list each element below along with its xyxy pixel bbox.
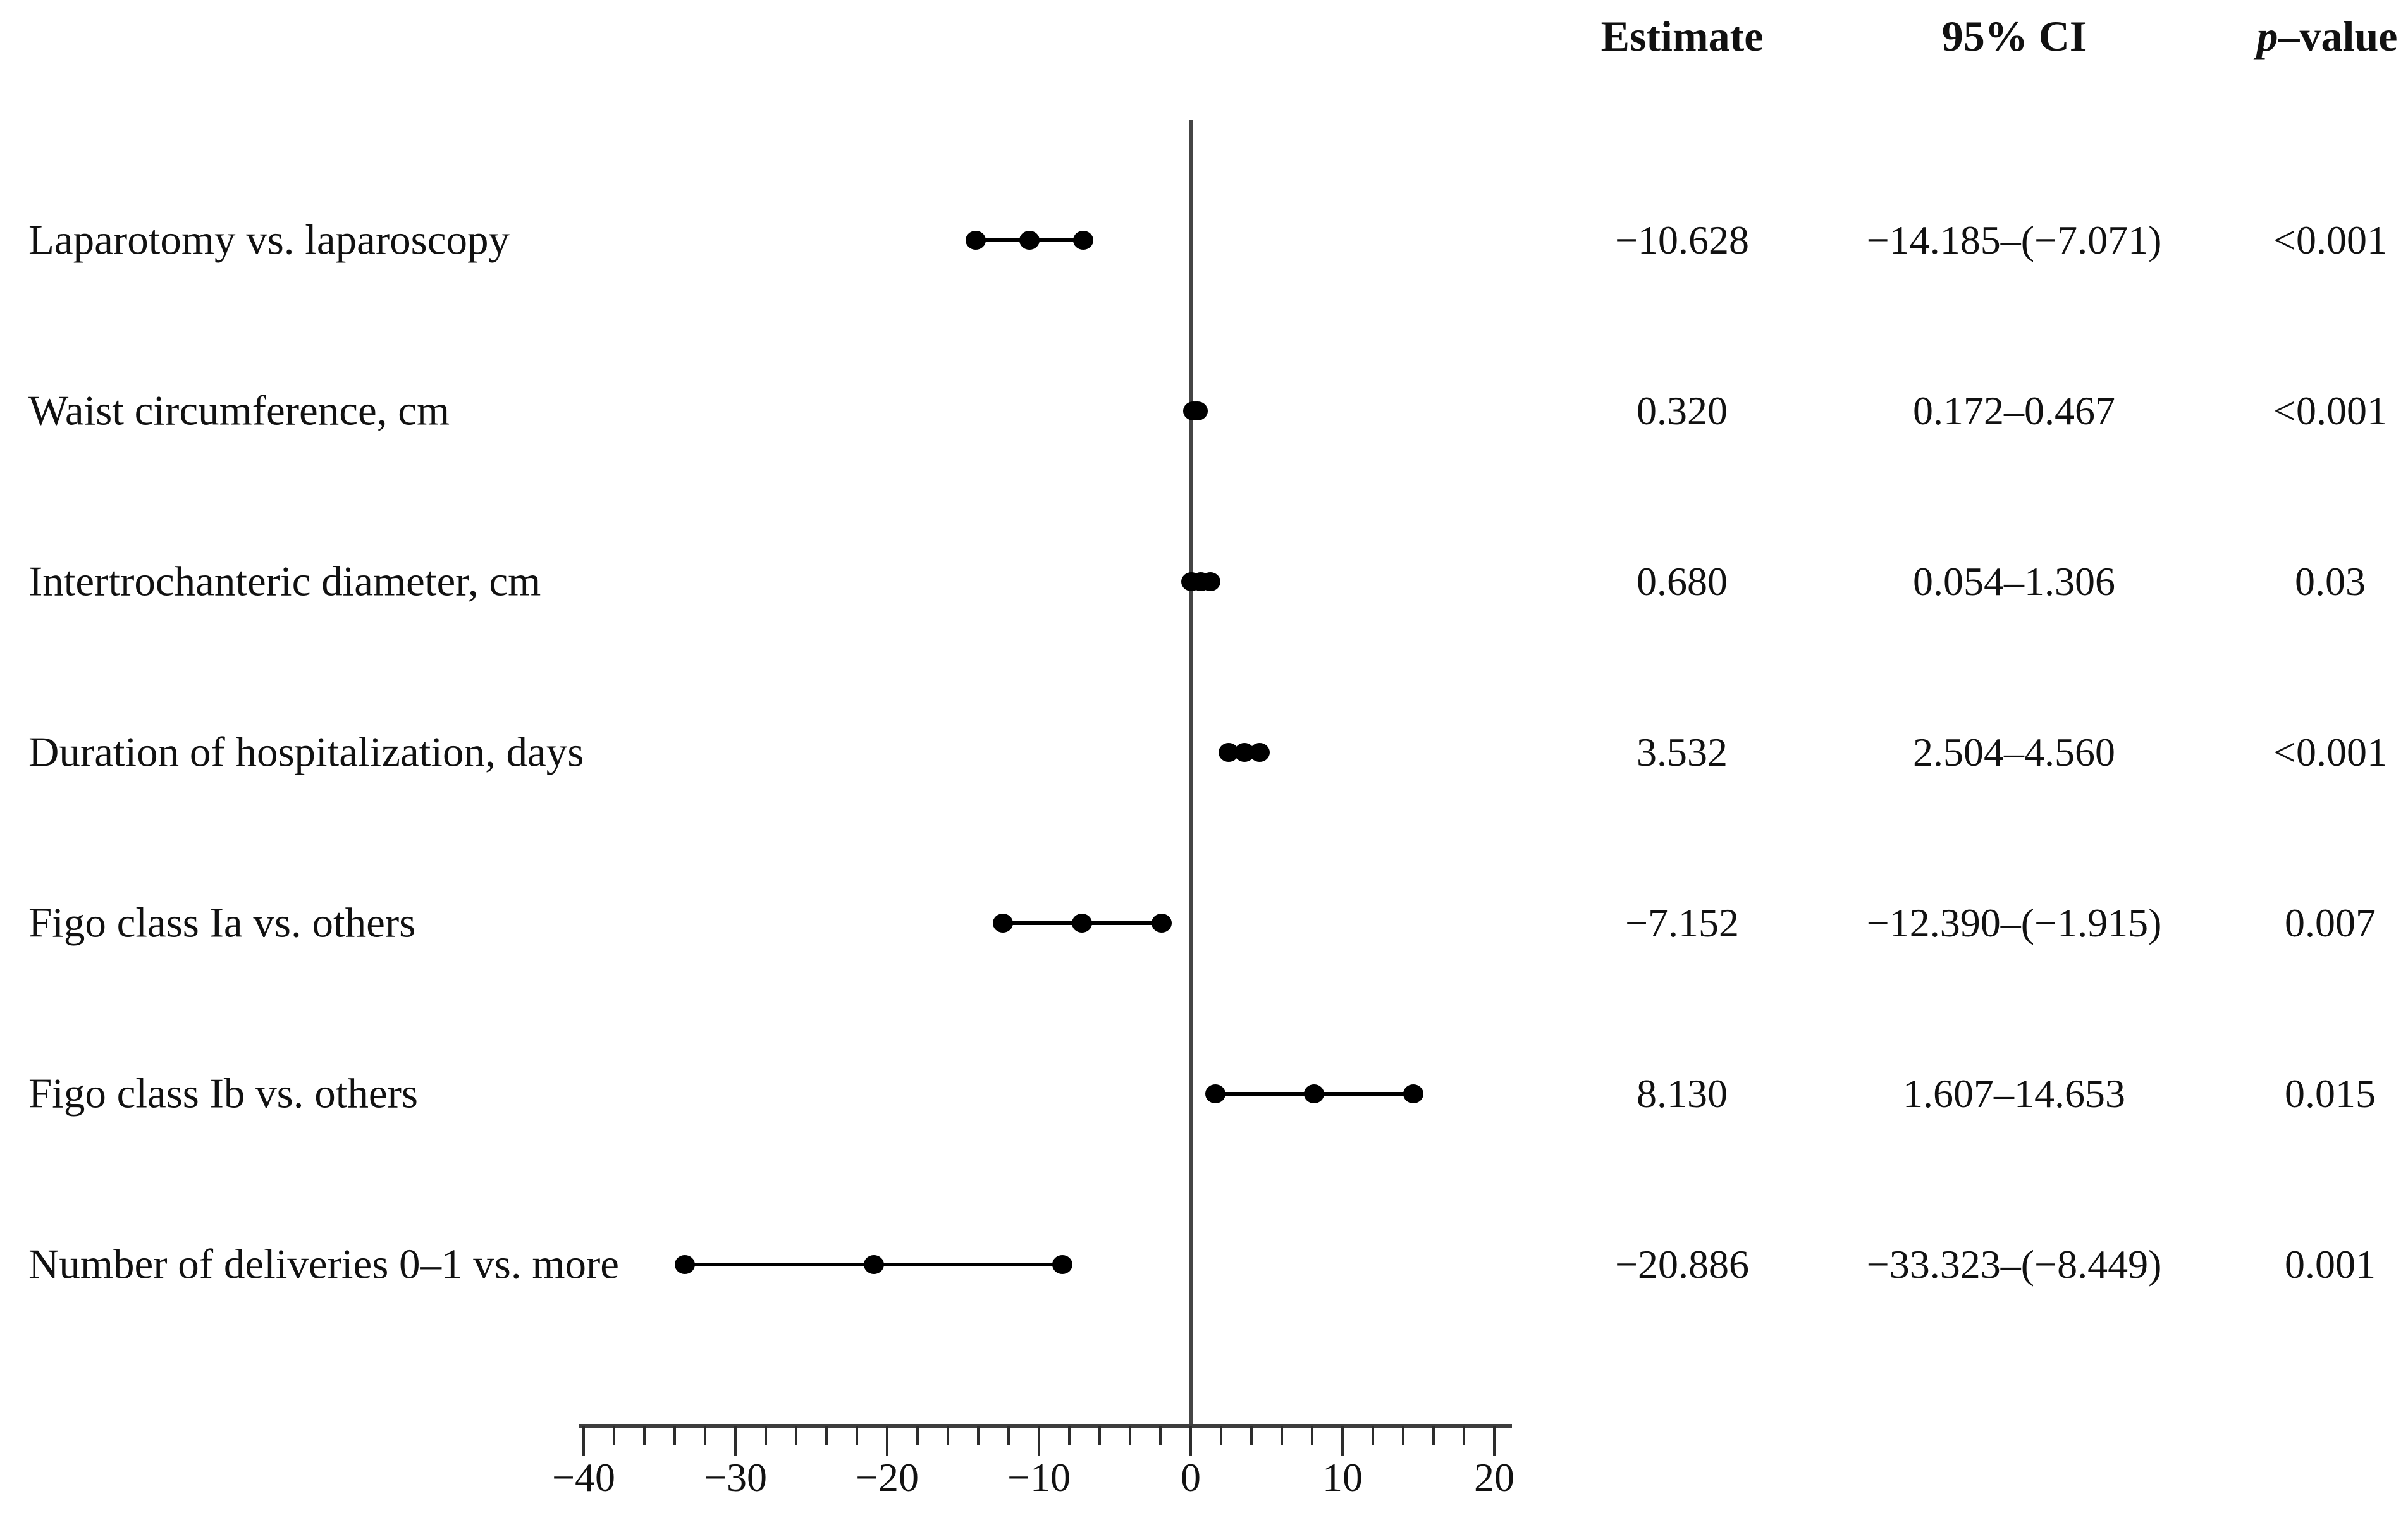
p-value: 0.03	[2295, 559, 2366, 604]
x-axis-minor-tick	[1007, 1426, 1010, 1445]
x-axis-minor-tick	[1250, 1426, 1253, 1445]
x-axis-minor-tick	[1281, 1426, 1283, 1445]
x-axis-minor-tick	[1463, 1426, 1465, 1445]
x-axis-major-tick	[582, 1426, 585, 1456]
estimate-value: −7.152	[1625, 900, 1740, 945]
estimate-dot	[1072, 914, 1093, 933]
ci-value: −14.185–(−7.071)	[1866, 218, 2162, 262]
ci-dot-high	[1403, 1084, 1423, 1103]
ci-dot-low	[1205, 1084, 1226, 1103]
x-axis-line	[579, 1424, 1512, 1428]
p-value: 0.007	[2285, 900, 2376, 945]
x-axis-minor-tick	[947, 1426, 949, 1445]
ci-dot-low	[992, 914, 1013, 933]
x-axis-major-tick	[886, 1426, 888, 1456]
x-axis-major-tick	[1493, 1426, 1496, 1456]
x-axis-minor-tick	[1311, 1426, 1313, 1445]
x-axis-major-tick	[1341, 1426, 1344, 1456]
p-value: 0.015	[2285, 1071, 2376, 1116]
estimate-value: 3.532	[1637, 730, 1728, 775]
p-value-italic-p: p	[2256, 12, 2278, 60]
ci-dot-low	[675, 1255, 696, 1274]
x-axis-minor-tick	[1402, 1426, 1404, 1445]
x-axis-major-tick	[734, 1426, 737, 1456]
ci-value: 2.504–4.560	[1913, 730, 2115, 775]
ci-value: 0.172–0.467	[1913, 388, 2115, 433]
zero-reference-line	[1189, 120, 1193, 1424]
ci-value: 1.607–14.653	[1903, 1071, 2125, 1116]
x-axis-minor-tick	[765, 1426, 767, 1445]
x-axis-major-tick	[1038, 1426, 1040, 1456]
p-value: 0.001	[2285, 1242, 2376, 1287]
x-axis-minor-tick	[1372, 1426, 1374, 1445]
column-header-ci: 95% CI	[1941, 12, 2087, 60]
estimate-value: −10.628	[1614, 218, 1750, 262]
estimate-value: −20.886	[1614, 1242, 1750, 1287]
estimate-value: 0.680	[1637, 559, 1728, 604]
x-axis-minor-tick	[977, 1426, 980, 1445]
estimate-value: 0.320	[1637, 388, 1728, 433]
ci-value: −12.390–(−1.915)	[1866, 900, 2162, 945]
x-axis-tick-label: −20	[855, 1455, 919, 1500]
x-axis-minor-tick	[856, 1426, 858, 1445]
x-axis-tick-label: −40	[551, 1455, 616, 1500]
ci-dot-high	[1188, 401, 1208, 420]
column-header-estimate: Estimate	[1600, 12, 1764, 60]
x-axis-minor-tick	[916, 1426, 919, 1445]
estimate-dot	[863, 1255, 884, 1274]
row-label: Figo class Ia vs. others	[28, 899, 416, 947]
row-label: Intertrochanteric diameter, cm	[28, 558, 541, 605]
x-axis-tick-label: −10	[1007, 1455, 1071, 1500]
x-axis-tick-label: 0	[1181, 1455, 1201, 1500]
x-axis-minor-tick	[613, 1426, 615, 1445]
x-axis-minor-tick	[673, 1426, 676, 1445]
p-value-suffix: –value	[2278, 12, 2398, 60]
x-axis-minor-tick	[1159, 1426, 1162, 1445]
column-header-p-value: p–value	[2257, 11, 2398, 61]
x-axis-minor-tick	[825, 1426, 828, 1445]
row-label: Number of deliveries 0–1 vs. more	[28, 1241, 620, 1288]
x-axis-minor-tick	[1129, 1426, 1131, 1445]
estimate-value: 8.130	[1637, 1071, 1728, 1116]
x-axis-tick-label: 10	[1322, 1455, 1363, 1500]
x-axis-major-tick	[1189, 1426, 1192, 1456]
x-axis-tick-label: −30	[703, 1455, 768, 1500]
estimate-dot	[1019, 231, 1040, 250]
ci-dot-low	[965, 231, 986, 250]
p-value: <0.001	[2273, 388, 2388, 433]
x-axis-minor-tick	[795, 1426, 797, 1445]
ci-value: −33.323–(−8.449)	[1866, 1242, 2162, 1287]
x-axis-minor-tick	[1220, 1426, 1222, 1445]
x-axis-minor-tick	[643, 1426, 646, 1445]
p-value: <0.001	[2273, 218, 2388, 262]
row-label: Laparotomy vs. laparoscopy	[28, 216, 510, 264]
x-axis-minor-tick	[704, 1426, 706, 1445]
x-axis-minor-tick	[1098, 1426, 1101, 1445]
x-axis-minor-tick	[1432, 1426, 1435, 1445]
row-label: Duration of hospitalization, days	[28, 728, 584, 776]
ci-value: 0.054–1.306	[1913, 559, 2115, 604]
p-value: <0.001	[2273, 730, 2388, 775]
row-label: Waist circumference, cm	[28, 387, 450, 434]
x-axis-minor-tick	[1068, 1426, 1071, 1445]
ci-dot-high	[1200, 572, 1221, 591]
ci-dot-high	[1152, 914, 1172, 933]
x-axis-tick-label: 20	[1474, 1455, 1514, 1500]
ci-dot-high	[1052, 1255, 1073, 1274]
estimate-dot	[1304, 1084, 1325, 1103]
ci-dot-high	[1250, 743, 1270, 762]
row-label: Figo class Ib vs. others	[28, 1070, 418, 1117]
ci-dot-high	[1073, 231, 1094, 250]
